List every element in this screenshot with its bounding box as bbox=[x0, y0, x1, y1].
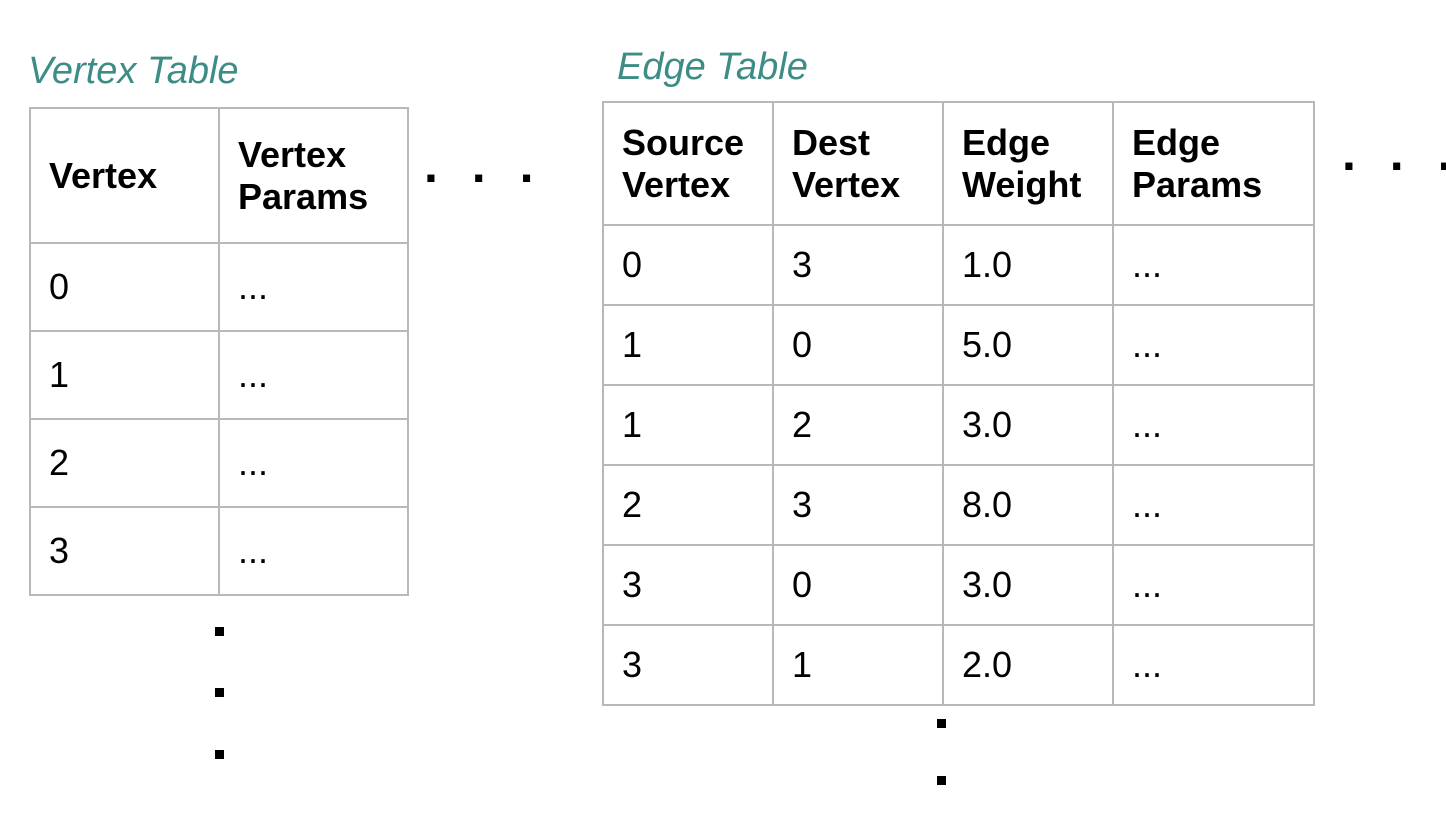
edge-cell-source: 3 bbox=[602, 544, 774, 626]
vertex-cell-params: ... bbox=[218, 330, 409, 420]
edge-cell-params: ... bbox=[1112, 224, 1315, 306]
edge-table-header-row: Source Vertex Dest Vertex Edge Weight Ed… bbox=[602, 101, 1315, 226]
edge-cell-dest: 2 bbox=[772, 384, 944, 466]
edge-cell-weight: 8.0 bbox=[942, 464, 1114, 546]
vertex-table-header-row: Vertex Vertex Params bbox=[29, 107, 409, 244]
edge-cell-dest: 0 bbox=[772, 544, 944, 626]
edge-cell-dest: 1 bbox=[772, 624, 944, 706]
edge-cell-source: 2 bbox=[602, 464, 774, 546]
edge-cell-weight: 3.0 bbox=[942, 384, 1114, 466]
edge-cell-source: 3 bbox=[602, 624, 774, 706]
table-row: 1 ... bbox=[29, 330, 409, 420]
edge-cell-dest: 3 bbox=[772, 224, 944, 306]
vertex-cell-id: 1 bbox=[29, 330, 220, 420]
vertex-header-params: Vertex Params bbox=[218, 107, 409, 244]
ellipsis-dot bbox=[937, 776, 946, 785]
ellipsis-dot bbox=[215, 750, 224, 759]
edge-cell-weight: 1.0 bbox=[942, 224, 1114, 306]
table-row: 0 ... bbox=[29, 242, 409, 332]
vertex-table-more-columns-ellipsis: . . . bbox=[424, 137, 544, 193]
edge-header-weight: Edge Weight bbox=[942, 101, 1114, 226]
edge-cell-params: ... bbox=[1112, 464, 1315, 546]
vertex-table: Vertex Vertex Params 0 ... 1 ... 2 ... 3… bbox=[29, 107, 409, 596]
edge-cell-dest: 3 bbox=[772, 464, 944, 546]
vertex-cell-id: 0 bbox=[29, 242, 220, 332]
table-row: 3 1 2.0 ... bbox=[602, 624, 1315, 706]
edge-cell-params: ... bbox=[1112, 544, 1315, 626]
edge-cell-weight: 5.0 bbox=[942, 304, 1114, 386]
edge-table: Source Vertex Dest Vertex Edge Weight Ed… bbox=[602, 101, 1315, 706]
table-row: 3 0 3.0 ... bbox=[602, 544, 1315, 626]
table-row: 3 ... bbox=[29, 506, 409, 596]
vertex-header-vertex: Vertex bbox=[29, 107, 220, 244]
edge-table-more-columns-ellipsis: . . . bbox=[1342, 125, 1446, 181]
edge-cell-weight: 2.0 bbox=[942, 624, 1114, 706]
edge-cell-source: 0 bbox=[602, 224, 774, 306]
edge-header-dest: Dest Vertex bbox=[772, 101, 944, 226]
edge-cell-source: 1 bbox=[602, 304, 774, 386]
ellipsis-dot bbox=[215, 688, 224, 697]
edge-cell-dest: 0 bbox=[772, 304, 944, 386]
edge-table-title: Edge Table bbox=[617, 46, 808, 88]
vertex-table-title: Vertex Table bbox=[28, 50, 239, 92]
edge-cell-params: ... bbox=[1112, 624, 1315, 706]
ellipsis-dot bbox=[937, 719, 946, 728]
vertex-cell-id: 2 bbox=[29, 418, 220, 508]
vertex-cell-params: ... bbox=[218, 242, 409, 332]
vertex-cell-params: ... bbox=[218, 418, 409, 508]
edge-cell-source: 1 bbox=[602, 384, 774, 466]
edge-cell-weight: 3.0 bbox=[942, 544, 1114, 626]
edge-cell-params: ... bbox=[1112, 304, 1315, 386]
edge-cell-params: ... bbox=[1112, 384, 1315, 466]
vertex-cell-id: 3 bbox=[29, 506, 220, 596]
ellipsis-dot bbox=[215, 627, 224, 636]
table-row: 0 3 1.0 ... bbox=[602, 224, 1315, 306]
edge-header-source: Source Vertex bbox=[602, 101, 774, 226]
table-row: 1 0 5.0 ... bbox=[602, 304, 1315, 386]
table-row: 1 2 3.0 ... bbox=[602, 384, 1315, 466]
table-row: 2 3 8.0 ... bbox=[602, 464, 1315, 546]
edge-header-params: Edge Params bbox=[1112, 101, 1315, 226]
table-row: 2 ... bbox=[29, 418, 409, 508]
vertex-cell-params: ... bbox=[218, 506, 409, 596]
